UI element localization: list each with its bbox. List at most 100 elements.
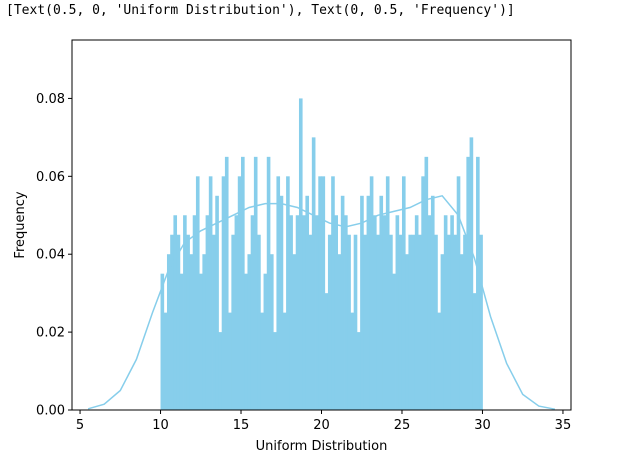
histogram-bars [160,98,483,411]
histogram-bar [292,254,297,410]
kde-curve [87,194,556,410]
histogram-bar [337,254,342,410]
histogram-bar [289,215,293,410]
histogram-bar [318,176,322,410]
histogram-bar [176,234,181,410]
histogram-bar [224,156,229,410]
y-tick-label: 0.04 [36,248,65,263]
histogram-bar [463,234,467,410]
histogram-bar [234,215,239,410]
histogram-bar [373,215,377,410]
histogram-bar [472,293,477,410]
histogram-bar [186,234,190,410]
histogram-bar [421,176,425,410]
histogram-bar [334,215,338,410]
x-tick-label: 20 [313,418,330,433]
histogram-bar [208,176,213,410]
histogram-bar [279,195,284,410]
histogram-bar [183,215,187,410]
histogram-bar [215,195,219,410]
cell-output-text: [Text(0.5, 0, 'Uniform Distribution'), T… [6,3,515,18]
histogram-bar [205,215,210,410]
x-tick-label: 10 [152,418,169,433]
histogram-bar [430,195,435,410]
histogram-bar [282,312,287,410]
histogram-bar [302,215,306,410]
x-axis-ticks: 5 10 15 20 25 30 35 [76,410,571,433]
histogram-bar [466,156,470,410]
histogram-bar [263,273,268,410]
histogram-bar [218,332,223,410]
histogram-bar [273,332,277,410]
x-axis-label: Uniform Distribution [256,439,388,454]
histogram-bar [344,215,348,410]
histogram-bar [350,312,355,410]
histogram-bar [163,312,168,410]
histogram-bar [321,176,326,410]
histogram-bar [414,215,419,410]
histogram-bar [231,234,235,410]
histogram-bar [456,176,461,410]
histogram-bar [363,234,367,410]
histogram-bar [385,176,390,410]
y-axis-label: Frequency [13,191,28,258]
histogram-bar [327,234,332,410]
histogram-bar [266,156,271,410]
histogram-bar [366,195,371,410]
histogram-bar [340,195,345,410]
histogram-bar [353,234,358,410]
y-tick-label: 0.08 [36,92,65,107]
x-tick-label: 25 [394,418,411,433]
histogram-bar [237,176,242,410]
histogram-bar [202,254,207,410]
histogram-bar [166,254,171,410]
x-tick-label: 15 [233,418,250,433]
histogram-bar [392,273,396,410]
histogram-bar [221,176,226,410]
histogram-bar [170,234,174,410]
histogram-bar [347,234,351,410]
histogram-bar [315,215,319,410]
y-axis-ticks: 0.00 0.02 0.04 0.06 0.08 [36,92,72,419]
histogram-bar [247,254,252,410]
histogram-bar [427,215,432,410]
histogram-bar [228,312,232,410]
x-tick-label: 5 [76,418,84,433]
histogram-bar [450,215,454,410]
histogram-bar [459,254,464,410]
histogram-bar [253,156,258,410]
histogram-bar [276,176,281,410]
histogram-bar [408,234,413,410]
histogram-bar [382,215,387,410]
histogram-bar [311,137,316,411]
histogram-bar [260,312,264,410]
histogram-bar [405,254,409,410]
histogram-bar [437,312,442,410]
histogram-bar [241,156,245,410]
histogram-bar [453,234,458,410]
histogram-bar [376,234,380,410]
histogram-bar [424,156,429,410]
histogram-bar [250,215,255,410]
histogram-bar [257,234,261,410]
histogram-bar [173,215,178,410]
histogram-bar [479,234,483,410]
histogram-bar [440,254,445,410]
histogram-bar [195,176,200,410]
histogram-bar [411,234,416,410]
histogram-bar [212,234,216,410]
histogram-bar [398,234,403,410]
histogram-bar [308,234,313,410]
histogram-bar [324,293,329,410]
histogram-bar [331,176,335,410]
histogram-bar [395,215,400,410]
histogram-bar [418,234,422,410]
histogram-bar [356,332,361,410]
histogram-bar [469,137,474,411]
y-tick-label: 0.06 [36,170,65,185]
histogram-bar [434,234,438,410]
histogram-bar [360,195,364,410]
histogram-bar [389,234,393,410]
histogram-bar [401,176,406,410]
histogram-bar [305,195,310,410]
